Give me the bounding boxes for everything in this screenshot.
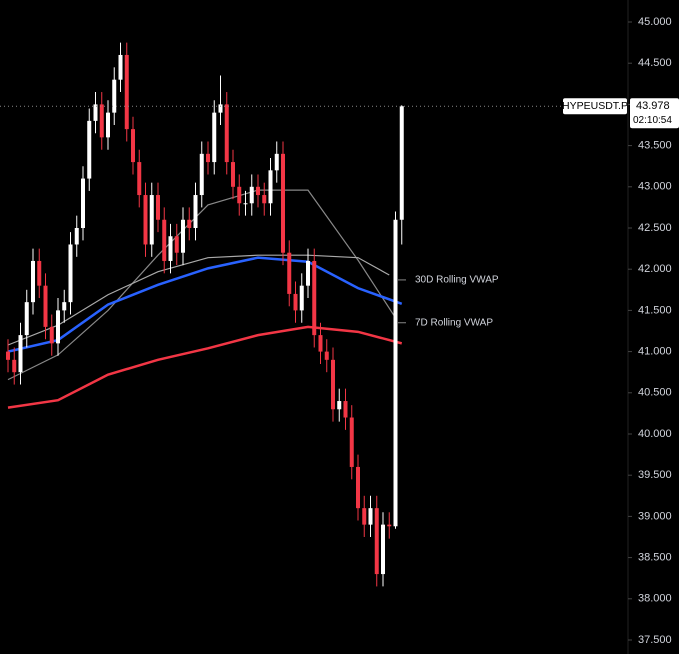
candle-body — [143, 195, 148, 245]
candle-body — [274, 153, 279, 171]
candle-body — [362, 508, 367, 525]
candle-body — [187, 219, 192, 228]
y-tick-label: 43.500 — [638, 140, 672, 152]
candle-body — [168, 236, 173, 261]
candle-body — [124, 54, 129, 130]
candle-body — [18, 335, 23, 373]
candle-body — [199, 153, 204, 196]
y-tick-label: 43.000 — [638, 181, 672, 193]
candle-body — [312, 260, 317, 336]
candle-body — [243, 203, 248, 205]
candle-body — [106, 112, 110, 138]
y-tick-label: 39.500 — [638, 469, 672, 481]
candle-body — [49, 326, 54, 344]
annotation: 30D Rolling VWAP — [415, 275, 499, 286]
y-tick-label: 41.500 — [638, 304, 672, 316]
candle-body — [31, 260, 35, 303]
candle-body — [237, 186, 242, 204]
y-tick-label: 45.000 — [638, 16, 672, 28]
y-tick-label: 42.500 — [638, 222, 672, 234]
candle-body — [81, 178, 85, 228]
candle-body — [349, 417, 354, 467]
countdown-label: 02:10:54 — [633, 115, 672, 126]
y-tick-label: 38.000 — [638, 593, 672, 605]
candle-body — [162, 219, 167, 261]
candle-body — [68, 244, 73, 303]
candle-body — [131, 129, 135, 163]
candle-body — [249, 186, 254, 204]
candle-body — [387, 524, 392, 527]
candle-body — [218, 104, 223, 113]
candle-body — [231, 162, 235, 187]
candle-body — [324, 351, 329, 360]
y-tick-label: 37.500 — [638, 634, 672, 646]
y-tick-label: 42.000 — [638, 263, 672, 275]
candle-body — [87, 120, 92, 179]
symbol-label: HYPEUSDT.P — [562, 100, 628, 112]
price-tag — [630, 98, 679, 129]
candle-body — [262, 195, 267, 204]
last-price-label: 43.978 — [636, 100, 670, 112]
candle-body — [268, 170, 273, 204]
indicator-line — [7, 254, 390, 346]
candle-body — [287, 252, 292, 294]
indicator-line — [7, 256, 403, 353]
y-tick-label: 40.500 — [638, 387, 672, 399]
y-tick-label: 44.500 — [638, 57, 672, 69]
candle-body — [193, 195, 198, 228]
candle-body — [56, 310, 60, 344]
annotation: 7D Rolling VWAP — [415, 317, 493, 328]
indicator-line — [7, 325, 403, 409]
candle-body — [24, 302, 29, 336]
candle-body — [224, 104, 229, 163]
candle-body — [6, 351, 10, 360]
candle-body — [206, 153, 210, 163]
candle-body — [118, 54, 123, 80]
candle-body — [381, 524, 385, 575]
candle-body — [337, 401, 342, 410]
candle-body — [343, 401, 348, 418]
candle-body — [181, 219, 185, 253]
candle-body — [74, 227, 79, 245]
symbol-tag — [563, 98, 627, 115]
candle-body — [306, 260, 310, 286]
candle-body — [281, 153, 285, 253]
candle-body — [368, 508, 373, 525]
candle-body — [374, 508, 379, 575]
candle-body — [356, 466, 360, 509]
y-tick-label: 39.000 — [638, 510, 672, 522]
candle-body — [393, 219, 398, 527]
y-tick-label: 40.000 — [638, 428, 672, 440]
candle-body — [212, 112, 217, 163]
candle-body — [399, 106, 404, 220]
candle-body — [149, 195, 154, 245]
candle-body — [156, 195, 160, 220]
y-tick-label: 38.500 — [638, 551, 672, 563]
candle-body — [174, 236, 179, 253]
candle-body — [299, 285, 304, 311]
candle-body — [318, 335, 323, 352]
candle-body — [99, 104, 104, 138]
candle-body — [93, 104, 98, 121]
candle-body — [112, 79, 117, 113]
candle-body — [62, 302, 67, 311]
candle-body — [331, 359, 335, 410]
candle-body — [12, 359, 17, 373]
candle-body — [137, 162, 142, 196]
candle-body — [43, 285, 48, 327]
indicator-line — [7, 189, 397, 381]
candle-body — [37, 260, 42, 286]
y-tick-label: 41.000 — [638, 346, 672, 358]
candle-body — [293, 293, 298, 311]
candle-body — [256, 186, 260, 196]
